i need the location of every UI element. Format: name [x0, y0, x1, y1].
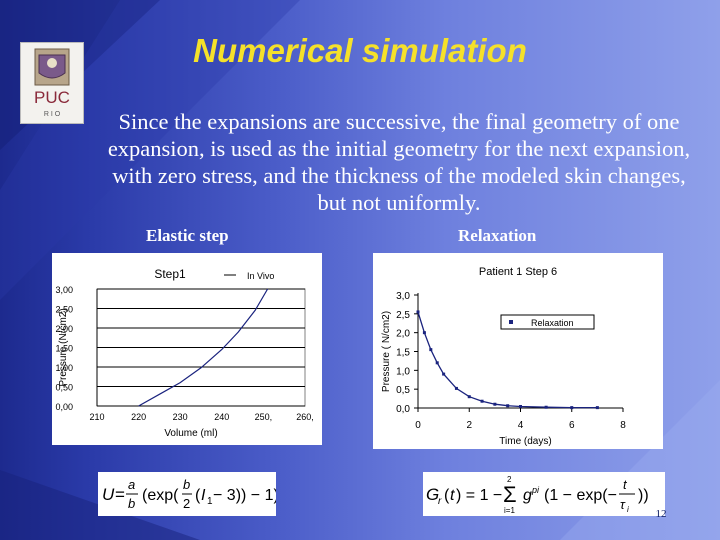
data-point	[454, 386, 458, 390]
y-tick-label: 3,0	[396, 291, 410, 302]
x-tick-label: 8	[620, 420, 626, 431]
svg-text:b: b	[183, 477, 190, 492]
slide-title: Numerical simulation	[193, 32, 527, 69]
data-point	[544, 405, 548, 409]
y-tick-label: 0,5	[396, 385, 410, 396]
y-tick-label: 0,50	[55, 383, 73, 393]
body-paragraph: Since the expansions are successive, the…	[107, 109, 691, 215]
svg-text:i: i	[627, 505, 629, 514]
svg-text:(: (	[444, 487, 450, 504]
svg-text:(1 − exp(−: (1 − exp(−	[544, 487, 617, 504]
x-tick-label: 240	[214, 412, 229, 422]
legend-box	[500, 314, 595, 330]
x-tick-label: 2	[466, 420, 472, 431]
relaxation-chart: Patient 1 Step 6 0,0 0,5 1,0 1,5 2,0 2,5 3,0 0 2 4…	[373, 253, 663, 449]
svg-text:2: 2	[507, 475, 512, 484]
y-tick-label: 1,50	[55, 344, 73, 354]
svg-text:(: (	[195, 487, 201, 504]
svg-text:Σ: Σ	[503, 482, 517, 507]
data-point	[416, 310, 420, 314]
svg-text:I: I	[201, 487, 206, 504]
elastic-step-heading: Elastic step	[146, 226, 229, 245]
svg-text:=: =	[115, 485, 125, 504]
logo-subtext: R I O	[44, 111, 61, 118]
chart-title: Step1	[154, 267, 186, 281]
data-point	[519, 404, 522, 408]
data-point	[467, 395, 471, 399]
svg-text:(exp(: (exp(	[142, 487, 179, 504]
elastic-step-chart: 0,00 0,50 1,00 1,50 2,00 2,50 3,00 210 220 230 240…	[52, 253, 322, 445]
series-line-in-vivo	[138, 288, 269, 407]
data-point	[493, 402, 497, 406]
y-tick-label: 2,0	[396, 329, 410, 340]
y-tick-label: 0,0	[396, 404, 410, 415]
x-tick-label: 250,	[255, 412, 273, 422]
x-tick-label: 230	[173, 412, 188, 422]
chart-title: Patient 1 Step 6	[479, 266, 557, 278]
svg-text:G: G	[426, 485, 439, 504]
legend-label: Relaxation	[531, 318, 574, 328]
svg-text:)): ))	[638, 487, 649, 504]
data-point	[595, 406, 599, 410]
x-tick-label: 6	[569, 420, 575, 431]
svg-text:b: b	[128, 496, 135, 511]
svg-text:i=1: i=1	[504, 506, 515, 515]
x-tick-label: 210	[89, 412, 104, 422]
svg-text:1: 1	[207, 496, 213, 507]
svg-text:) = 1 −: ) = 1 −	[456, 487, 502, 504]
y-tick-label: 1,0	[396, 366, 410, 377]
series-line-relaxation	[417, 311, 598, 409]
x-axis-label: Time (days)	[499, 436, 551, 447]
relaxation-heading: Relaxation	[458, 226, 537, 245]
y-tick-label: 2,00	[55, 324, 73, 334]
svg-text:t: t	[450, 487, 455, 504]
crest-icon: PUC R I O	[34, 48, 70, 118]
x-tick-label: 260,	[296, 412, 314, 422]
legend-label: In Vivo	[247, 271, 274, 281]
strain-energy-formula: U = a b (exp( b 2 ( I 1 − 3)) − 1)	[98, 472, 279, 516]
x-tick-label: 4	[518, 420, 524, 431]
data-point	[480, 399, 484, 403]
svg-text:t: t	[623, 477, 628, 492]
data-point	[435, 361, 439, 365]
x-axis-label: Volume (ml)	[164, 428, 217, 439]
x-tick-label: 0	[415, 420, 421, 431]
y-tick-label: 1,5	[396, 348, 410, 359]
y-axis-label: Pressure ( N/cm2)	[381, 311, 392, 392]
svg-text:r: r	[438, 496, 442, 507]
y-tick-label: 0,00	[55, 402, 73, 412]
y-tick-label: 3,00	[55, 285, 73, 295]
svg-text:pi: pi	[531, 485, 540, 495]
svg-text:g: g	[523, 487, 532, 504]
data-point	[422, 331, 426, 335]
relaxation-function-formula: G r ( t ) = 1 − 2 Σ i=1 g pi (1 − exp(− …	[423, 472, 665, 516]
legend-marker-icon	[509, 320, 513, 324]
data-point	[506, 404, 510, 408]
y-tick-label: 1,00	[55, 363, 73, 373]
university-logo: PUC R I O	[20, 42, 84, 124]
data-point	[570, 406, 574, 410]
svg-text:2: 2	[183, 496, 190, 511]
logo-text: PUC	[34, 88, 70, 107]
y-axis-label: Pressure (N/cm2)	[58, 308, 69, 386]
y-tick-label: 2,50	[55, 305, 73, 315]
svg-text:τ: τ	[620, 497, 626, 512]
data-point	[429, 348, 433, 352]
svg-text:a: a	[128, 477, 135, 492]
data-point	[442, 372, 446, 376]
svg-text:U: U	[102, 485, 115, 504]
page-number: 12	[655, 508, 667, 520]
y-tick-label: 2,5	[396, 310, 410, 321]
x-tick-label: 220	[131, 412, 146, 422]
svg-text:− 3)) − 1): − 3)) − 1)	[213, 487, 276, 504]
